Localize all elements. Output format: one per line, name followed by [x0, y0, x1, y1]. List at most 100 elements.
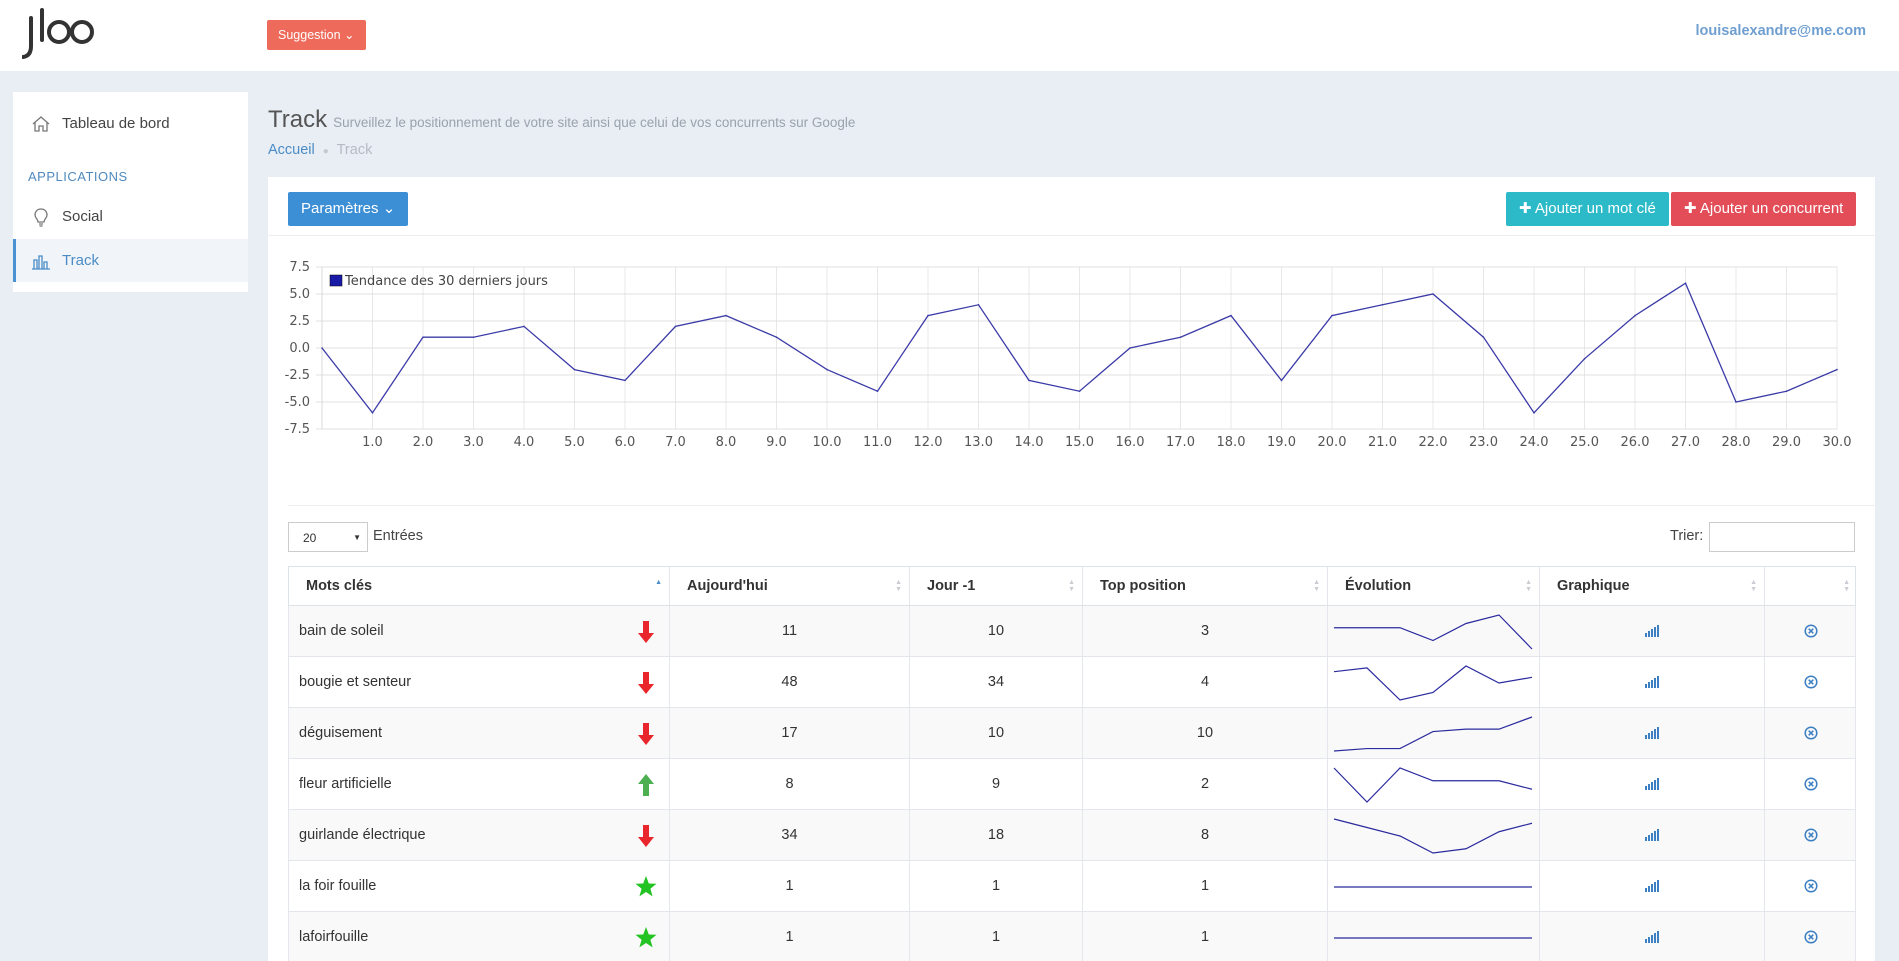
sidebar-item-dashboard[interactable]: Tableau de bord [13, 102, 248, 145]
cell-actions[interactable] [1765, 606, 1857, 656]
signal-bars-icon[interactable] [1645, 625, 1659, 637]
table-row[interactable]: la foir fouille 1 1 1 [288, 861, 1856, 912]
signal-bars-icon[interactable] [1645, 931, 1659, 943]
sort-icon[interactable]: ▲ ▼ [1750, 579, 1757, 593]
cell-evolution [1328, 657, 1540, 707]
x-tick-label: 8.0 [716, 435, 737, 450]
search-input[interactable] [1709, 522, 1855, 552]
yesterday-value: 10 [987, 623, 1005, 639]
cell-today: 1 [670, 912, 910, 961]
signal-bars-icon[interactable] [1645, 676, 1659, 688]
data-point [422, 336, 424, 338]
suggestion-button[interactable]: Suggestion ⌄ [267, 20, 366, 50]
cell-chart[interactable] [1540, 708, 1765, 758]
cell-today: 8 [670, 759, 910, 809]
data-point [573, 368, 576, 371]
table-row[interactable]: lafoirfouille 1 1 1 [288, 912, 1856, 961]
sort-icon[interactable]: ▲ ▼ [895, 579, 902, 593]
cell-chart[interactable] [1540, 759, 1765, 809]
header-col-evolution[interactable]: Évolution ▲ ▼ [1328, 567, 1540, 605]
signal-bars-icon[interactable] [1645, 880, 1659, 892]
user-email-link[interactable]: louisalexandre@me.com [1695, 23, 1866, 39]
y-tick-label: 5.0 [289, 287, 310, 302]
header-col-top-position[interactable]: Top position ▲ ▼ [1083, 567, 1328, 605]
keyword-text: lafoirfouille [299, 929, 369, 945]
jloo-logo[interactable]: jloo [22, 6, 100, 60]
add-keyword-button[interactable]: ✚ Ajouter un mot clé [1506, 192, 1669, 226]
cell-chart[interactable] [1540, 657, 1765, 707]
table-row[interactable]: fleur artificielle 8 9 2 [288, 759, 1856, 810]
top-value: 1 [1200, 878, 1210, 894]
top-value: 1 [1200, 929, 1210, 945]
header-col-today[interactable]: Aujourd'hui ▲ ▼ [670, 567, 910, 605]
sort-icon[interactable]: ▲ ▼ [1843, 579, 1850, 593]
data-point [624, 379, 626, 382]
data-point [1028, 379, 1030, 382]
cell-chart[interactable] [1540, 606, 1765, 656]
header-col-yesterday[interactable]: Jour -1 ▲ ▼ [910, 567, 1083, 605]
down-arrow-icon [638, 723, 654, 745]
remove-circle-icon[interactable] [1804, 726, 1818, 740]
signal-bars-icon[interactable] [1645, 727, 1659, 739]
table-row[interactable]: guirlande électrique 34 18 8 [288, 810, 1856, 861]
sidebar: Tableau de bord APPLICATIONS Social Trac… [13, 92, 248, 292]
page-length-select[interactable]: 20 ▼ [288, 522, 368, 552]
sort-icon[interactable]: ▲ ▼ [1525, 579, 1532, 593]
cell-actions[interactable] [1765, 708, 1857, 758]
x-tick-label: 22.0 [1419, 435, 1448, 450]
cell-today: 1 [670, 861, 910, 911]
x-tick-label: 24.0 [1520, 435, 1549, 450]
signal-bars-icon[interactable] [1645, 829, 1659, 841]
sidebar-item-social[interactable]: Social [13, 195, 248, 238]
x-tick-label: 29.0 [1772, 435, 1801, 450]
remove-circle-icon[interactable] [1804, 930, 1818, 944]
cell-chart[interactable] [1540, 861, 1765, 911]
cell-actions[interactable] [1765, 912, 1857, 961]
cell-keywords: guirlande électrique [289, 810, 670, 860]
evolution-sparkline [1333, 716, 1533, 752]
yesterday-value: 9 [991, 776, 1001, 792]
cell-evolution [1328, 759, 1540, 809]
add-competitor-button[interactable]: ✚ Ajouter un concurrent [1671, 192, 1857, 226]
track-panel: Paramètres ⌄ ✚ Ajouter un mot clé ✚ Ajou… [268, 177, 1875, 961]
table-row[interactable]: déguisement 17 10 10 [288, 708, 1856, 759]
x-tick-label: 19.0 [1267, 435, 1296, 450]
remove-circle-icon[interactable] [1804, 675, 1818, 689]
data-point [1381, 304, 1384, 306]
divider [288, 505, 1875, 506]
header-col-keywords[interactable]: Mots clés ▲ [289, 567, 670, 605]
header-col-chart[interactable]: Graphique ▲ ▼ [1540, 567, 1765, 605]
cell-actions[interactable] [1765, 861, 1857, 911]
page-title: Track [268, 106, 328, 133]
table-row[interactable]: bain de soleil 11 10 3 [288, 606, 1856, 657]
legend-label: Tendance des 30 derniers jours [344, 274, 548, 289]
remove-circle-icon[interactable] [1804, 828, 1818, 842]
breadcrumb-home-link[interactable]: Accueil [268, 142, 315, 158]
signal-bars-icon[interactable] [1645, 778, 1659, 790]
table-row[interactable]: bougie et senteur 48 34 4 [288, 657, 1856, 708]
evolution-sparkline [1334, 614, 1533, 650]
y-tick-label: 0.0 [289, 341, 310, 356]
remove-circle-icon[interactable] [1804, 624, 1818, 638]
parameters-dropdown-button[interactable]: Paramètres ⌄ [288, 192, 409, 226]
x-tick-label: 21.0 [1368, 435, 1397, 450]
cell-actions[interactable] [1765, 810, 1857, 860]
remove-circle-icon[interactable] [1804, 777, 1818, 791]
remove-circle-icon[interactable] [1804, 879, 1818, 893]
cell-evolution [1328, 606, 1540, 656]
sort-icon[interactable]: ▲ [655, 579, 662, 586]
cell-actions[interactable] [1765, 657, 1857, 707]
header-col-actions[interactable]: ▲ ▼ [1765, 567, 1857, 605]
sort-icon[interactable]: ▲ ▼ [1313, 579, 1320, 593]
data-point [1179, 336, 1182, 338]
data-point [1482, 336, 1485, 338]
column-header-label: Top position [1100, 578, 1186, 594]
down-arrow-icon [638, 621, 654, 643]
cell-chart[interactable] [1540, 810, 1765, 860]
cell-top-position: 1 [1083, 912, 1328, 961]
y-tick-label: 7.5 [289, 260, 310, 275]
sidebar-item-track[interactable]: Track [13, 239, 248, 282]
cell-actions[interactable] [1765, 759, 1857, 809]
cell-chart[interactable] [1540, 912, 1765, 961]
sort-icon[interactable]: ▲ ▼ [1068, 579, 1075, 593]
